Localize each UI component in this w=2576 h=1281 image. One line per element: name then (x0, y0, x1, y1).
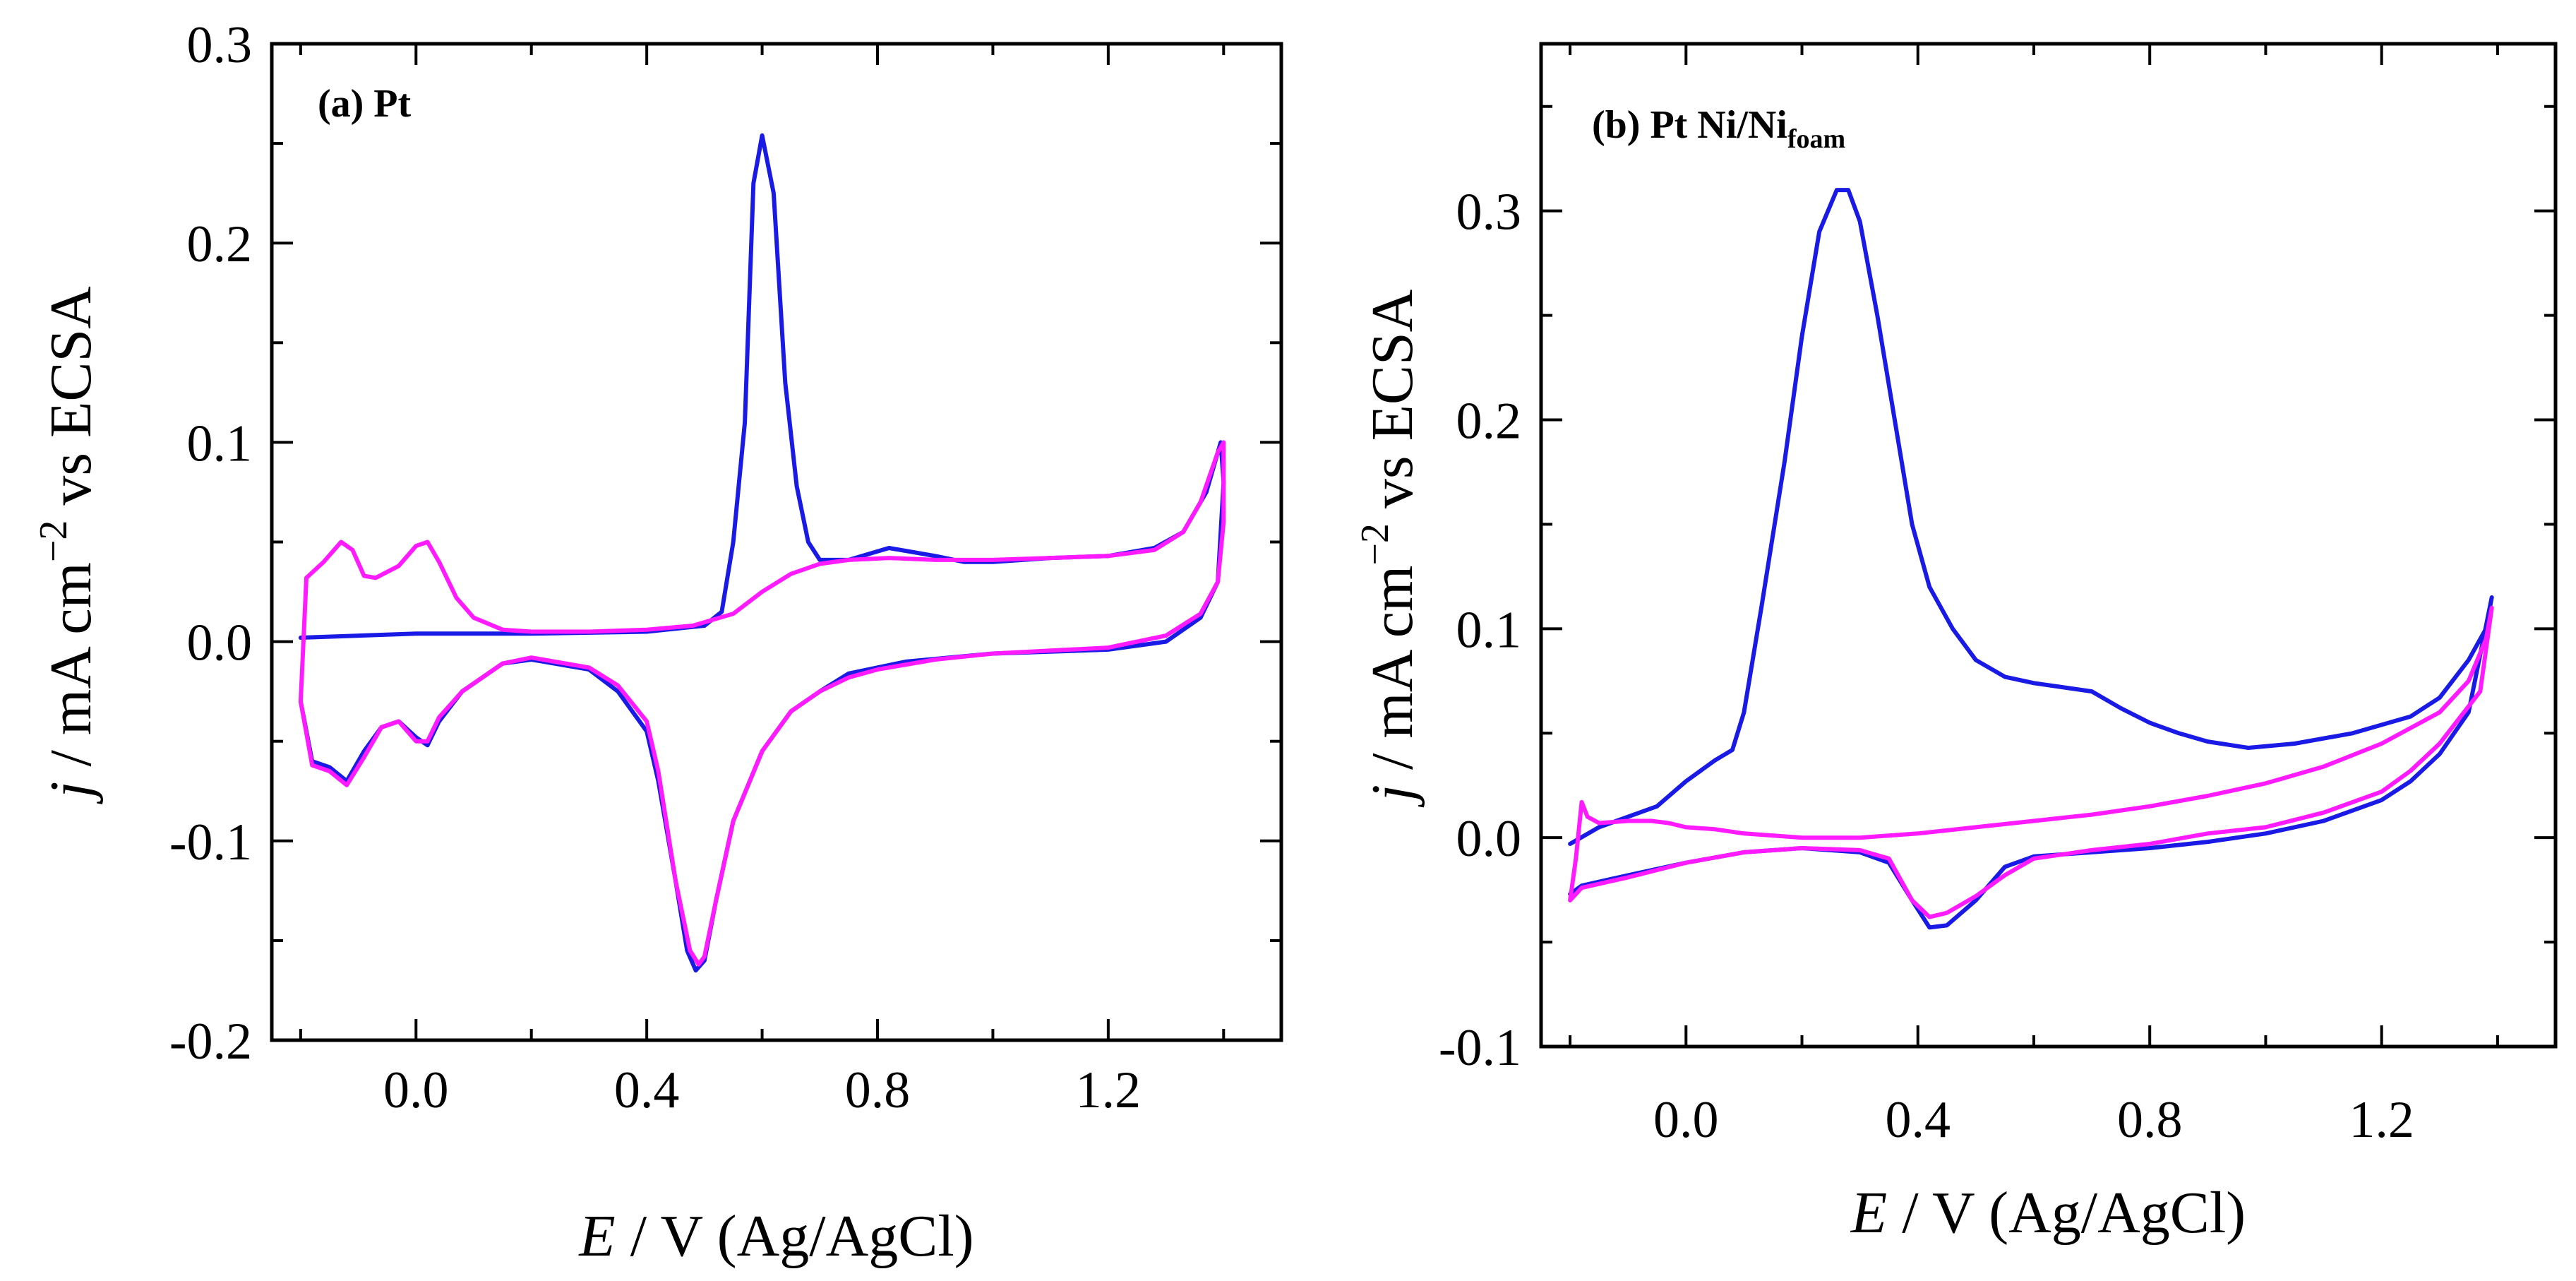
y-tick-label: 0.0 (187, 614, 253, 672)
x-tick-label: 1.2 (1076, 1061, 1142, 1119)
y-tick-label: 0.3 (1456, 184, 1522, 242)
x-tick-label: 0.4 (1885, 1091, 1951, 1149)
plot-frame (1539, 42, 2558, 1049)
x-tick-label: 0.0 (1653, 1091, 1719, 1149)
series-line-magenta (298, 440, 1226, 967)
y-tick-label: -0.1 (169, 814, 252, 871)
panel-label: (b) Pt Ni/Nifoam (1592, 103, 1845, 154)
y-tick-label: 0.2 (1456, 393, 1522, 451)
x-tick-label: 0.4 (614, 1061, 680, 1119)
y-tick-label: 0.2 (187, 215, 253, 273)
series-line-blue (1568, 188, 2494, 930)
series-line-blue (298, 133, 1226, 973)
x-axis-title: E / V (Ag/AgCl) (1850, 1180, 2246, 1246)
y-tick-label: 0.0 (1456, 810, 1522, 868)
panel-b: 0.0 0.4 0.8 1.2 -0.1 0.0 0.1 0.2 0.3 (b) Pt Ni/Ni… (1353, 42, 2558, 1246)
y-tick-label: 0.1 (1456, 601, 1522, 659)
x-tick-label: 0.8 (845, 1061, 911, 1119)
y-tick-label: -0.1 (1439, 1019, 1521, 1077)
x-tick-label: 0.8 (2117, 1091, 2183, 1149)
y-axis-title: j / mA cm−2 vs ECSA (32, 286, 104, 804)
y-tick-label: -0.2 (169, 1013, 252, 1071)
x-axis-title: E / V (Ag/AgCl) (578, 1203, 974, 1269)
y-tick-label: 0.3 (187, 16, 253, 74)
panel-a: 0.0 0.4 0.8 1.2 -0.2 -0.1 0.0 0.1 0.2 0.3 (a) Pt E … (32, 16, 1283, 1269)
x-tick-label: 0.0 (383, 1061, 449, 1119)
y-axis-title: j / mA cm−2 vs ECSA (1353, 289, 1425, 807)
y-tick-label: 0.1 (187, 415, 253, 472)
panel-label: (a) Pt (318, 82, 412, 126)
x-tick-label: 1.2 (2349, 1091, 2414, 1149)
series-line-magenta (1568, 605, 2494, 919)
